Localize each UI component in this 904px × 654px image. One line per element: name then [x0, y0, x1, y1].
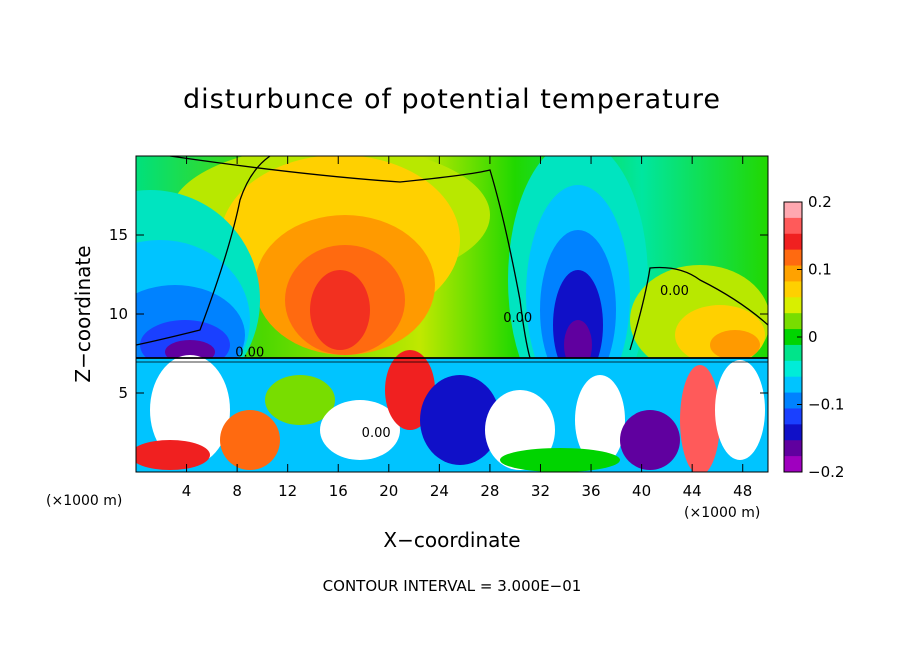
- chart-title: disturbunce of potential temperature: [183, 84, 721, 115]
- contour-label: 0.00: [362, 426, 391, 441]
- colorbar-segment: [784, 344, 802, 362]
- x-tick-label: 16: [329, 482, 348, 500]
- colorbar-tick-label: −0.1: [808, 396, 844, 414]
- colorbar-segment: [784, 376, 802, 394]
- colorbar-segment: [784, 265, 802, 282]
- colorbar-segment: [784, 281, 802, 298]
- x-tick-label: 20: [379, 482, 398, 500]
- colorbar-tick-label: 0.1: [808, 261, 832, 279]
- colorbar-tick-label: −0.2: [808, 463, 844, 481]
- colorbar-segment: [784, 313, 802, 330]
- x-tick-label: 8: [232, 482, 242, 500]
- colorbar-segment: [784, 440, 802, 457]
- x-tick-label: 12: [278, 482, 297, 500]
- contour-label: 0.00: [660, 284, 689, 299]
- x-axis-title: X−coordinate: [383, 528, 520, 552]
- y-tick-label: 15: [109, 226, 128, 244]
- colorbar-segment: [784, 329, 802, 346]
- x-tick-label: 32: [531, 482, 550, 500]
- colorbar-ticks: 0.2 0.1 0 −0.1 −0.2: [797, 193, 844, 481]
- x-tick-label: 48: [733, 482, 752, 500]
- x-tick-label: 24: [430, 482, 449, 500]
- x-tick-label: 36: [581, 482, 600, 500]
- x-tick-label: 28: [480, 482, 499, 500]
- colorbar-segment: [784, 202, 802, 219]
- x-tick-label: 4: [182, 482, 192, 500]
- colorbar: [783, 201, 803, 473]
- contour-interval-note: CONTOUR INTERVAL = 3.000E−01: [322, 577, 582, 595]
- y-tick-label: 5: [118, 384, 128, 402]
- contour-labels: 0.00 0.00 0.00 0.00: [235, 284, 689, 441]
- x-axis-ticks: 4 8 12 16 20 24 28 32 36 40 44 48: [182, 156, 752, 500]
- colorbar-segment: [784, 297, 802, 314]
- colorbar-segment: [784, 392, 802, 409]
- y-axis-ticks: 5 10 15: [109, 226, 768, 402]
- colorbar-segment: [784, 360, 802, 378]
- heatmap-field: [136, 156, 768, 472]
- x-tick-label: 44: [683, 482, 702, 500]
- colorbar-segment: [784, 249, 802, 267]
- colorbar-segment: [784, 408, 802, 425]
- colorbar-segment: [784, 233, 802, 251]
- colorbar-segment: [784, 424, 802, 441]
- x-unit-label-left: (×1000 m): [46, 493, 122, 509]
- y-axis-title: Z−coordinate: [71, 245, 95, 382]
- colorbar-segment: [784, 217, 802, 235]
- x-unit-label-right: (×1000 m): [684, 505, 760, 521]
- colorbar-tick-label: 0.2: [808, 193, 832, 211]
- y-tick-label: 10: [109, 305, 128, 323]
- x-tick-label: 40: [632, 482, 651, 500]
- contour-label: 0.00: [503, 311, 532, 326]
- colorbar-segment: [784, 456, 802, 473]
- contour-label: 0.00: [235, 346, 264, 361]
- colorbar-tick-label: 0: [808, 328, 818, 346]
